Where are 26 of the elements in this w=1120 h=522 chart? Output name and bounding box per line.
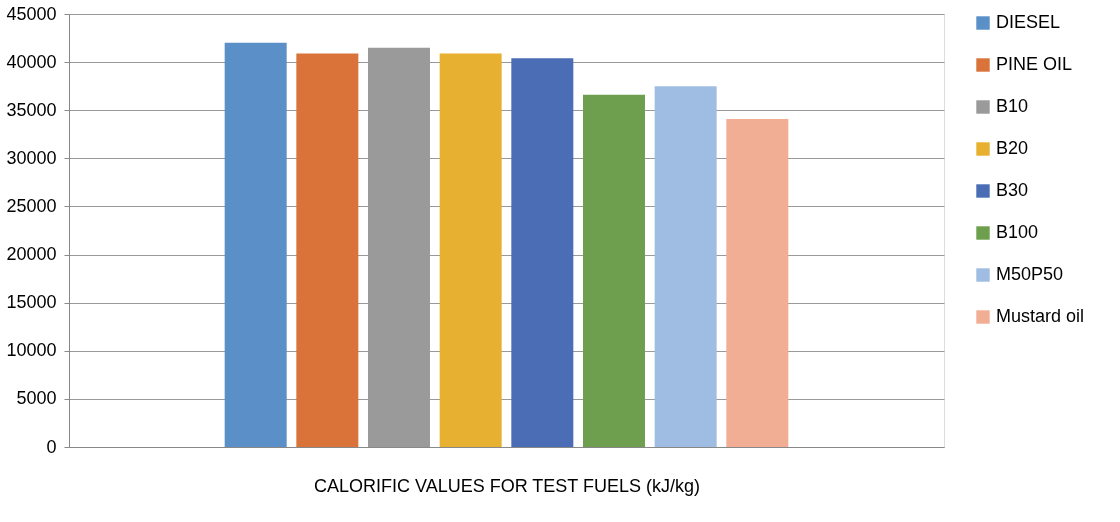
legend-label: B20 <box>996 138 1029 158</box>
y-tick-label: 45000 <box>6 3 57 24</box>
legend-label: M50P50 <box>996 264 1064 284</box>
y-tick-label: 5000 <box>16 388 57 409</box>
legend-label: PINE OIL <box>996 54 1073 74</box>
x-axis-title: CALORIFIC VALUES FOR TEST FUELS (kJ/kg) <box>313 475 701 496</box>
bar <box>511 58 574 447</box>
y-tick-label: 30000 <box>6 147 57 168</box>
legend-label: B10 <box>996 96 1029 116</box>
y-tick-label: 40000 <box>6 51 57 72</box>
y-tick-label: 15000 <box>6 292 57 313</box>
y-tick-label: 10000 <box>6 340 57 361</box>
y-tick-label: 0 <box>46 436 57 457</box>
legend-label: B100 <box>996 222 1039 242</box>
legend-label: Mustard oil <box>996 306 1085 326</box>
bar <box>726 118 789 447</box>
legend-label: DIESEL <box>996 12 1061 32</box>
bar <box>224 42 287 447</box>
y-tick-label: 35000 <box>6 99 57 120</box>
bar <box>582 94 645 447</box>
legend-label: B30 <box>996 180 1029 200</box>
bar <box>439 53 502 447</box>
bar <box>654 86 717 447</box>
y-tick-label: 25000 <box>6 195 57 216</box>
bar <box>296 53 359 447</box>
y-tick-label: 20000 <box>6 244 57 265</box>
